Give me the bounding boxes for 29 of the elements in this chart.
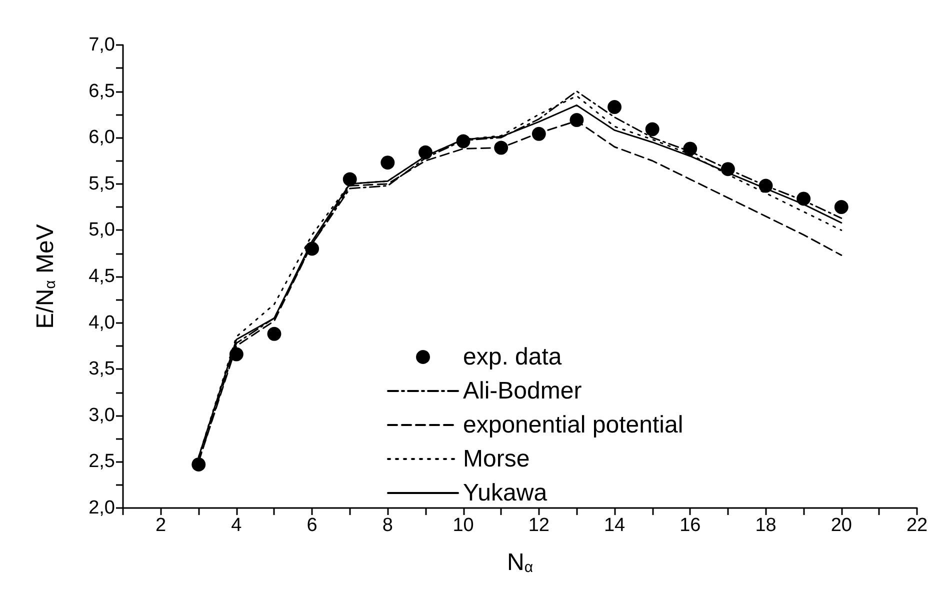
x-tick-label: 18 [755,515,776,536]
x-tick-label: 14 [604,515,626,536]
y-tick-label: 7,0 [88,34,115,56]
legend-label: Yukawa [463,480,548,506]
legend-label: Ali-Bodmer [463,378,582,404]
y-tick-label: 6,0 [88,127,115,148]
x-tick-label: 2 [156,515,166,536]
y-tick-label: 5,5 [88,173,115,194]
y-tick-label: 3,0 [88,404,115,426]
legend-label: Morse [463,446,530,472]
y-axis-title: E/Nα MeV [32,224,59,329]
x-axis-title: Nα [506,549,534,576]
legend-label: exp. data [463,344,562,370]
y-tick-label: 6,5 [88,80,115,102]
y-tick-label: 2,5 [88,451,115,472]
x-tick-label: 8 [382,515,393,536]
legend-label: exponential potential [463,412,684,438]
y-tick-label: 3,5 [88,358,115,380]
x-tick-label: 4 [231,515,242,536]
x-tick-label: 22 [906,515,928,536]
y-tick-label: 4,5 [88,266,115,287]
x-tick-label: 10 [452,515,474,536]
x-tick-label: 12 [528,515,550,536]
y-tick-label: 5,0 [88,220,115,241]
x-tick-label: 16 [680,515,701,536]
y-tick-label: 2,0 [88,498,115,518]
x-tick-label: 6 [306,515,318,536]
y-tick-label: 4,0 [88,312,115,334]
x-tick-label: 20 [830,515,852,536]
